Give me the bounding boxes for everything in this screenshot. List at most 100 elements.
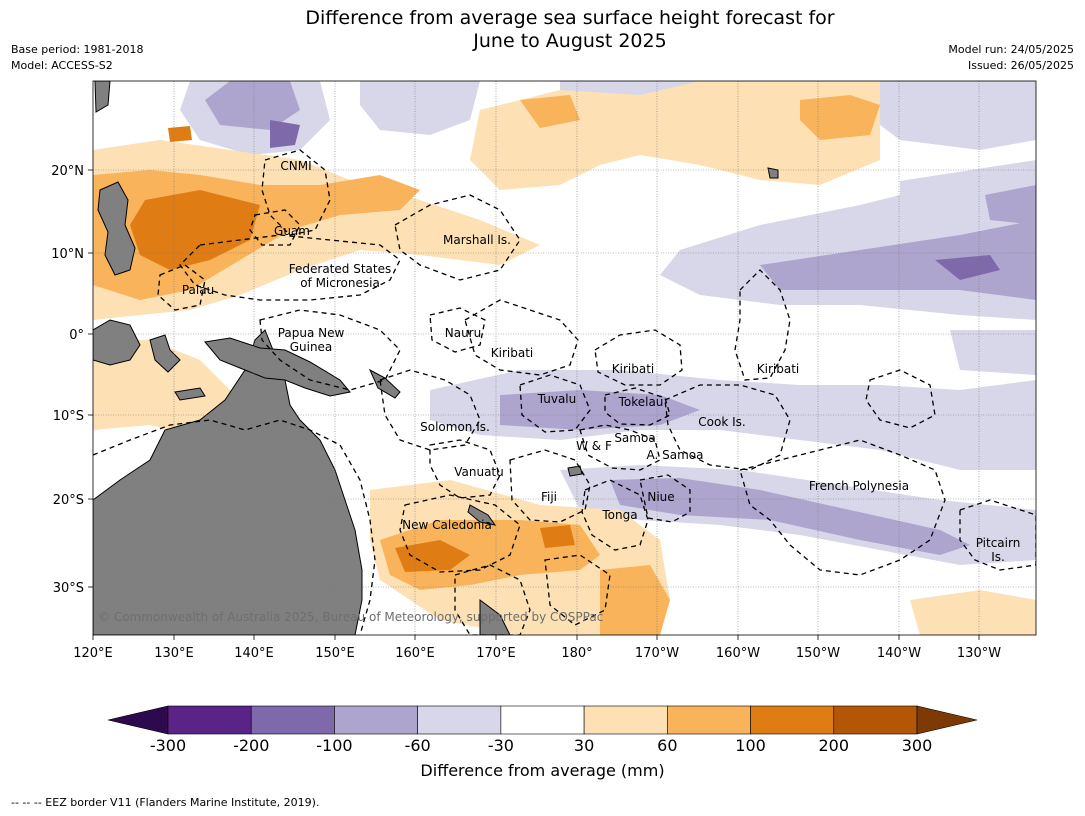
region-label-tuvalu: Tuvalu xyxy=(537,392,577,406)
purple-mid-east-band xyxy=(760,220,1036,300)
lat-tick-label: 10°N xyxy=(51,247,84,262)
eez-french-polynesia-east xyxy=(865,369,936,429)
colorbar-ticks: -300 -200 -100 -60 -30 30 60 100 200 300 xyxy=(150,736,932,755)
metadata-left: Base period: 1981-2018 Model: ACCESS-S2 xyxy=(11,42,143,74)
region-label-guam: Guam xyxy=(274,224,310,238)
land-masses xyxy=(93,81,779,635)
colorbar-bin xyxy=(250,705,335,735)
chart-title-line2: June to August 2025 xyxy=(473,30,667,52)
eez-footnote: -- -- -- EEZ border V11 (Flanders Marine… xyxy=(11,796,320,809)
anomaly-fields-positive-strong xyxy=(130,126,575,572)
region-labels: CNMI Guam Marshall Is. Federated States of M… xyxy=(182,159,1020,564)
lon-tick-label: 130°W xyxy=(957,646,1001,661)
orange-light-west-coast xyxy=(93,340,240,435)
purple-mid-east-right xyxy=(985,185,1036,225)
region-label-nauru: Nauru xyxy=(445,326,481,340)
fiji-land xyxy=(567,465,583,477)
eez-solomon xyxy=(379,369,481,451)
issued-text: Issued: 26/05/2025 xyxy=(967,59,1074,72)
anomaly-fields-negative-mid xyxy=(205,81,1036,555)
purple-mid-north xyxy=(205,81,300,130)
lon-tick-label: 170°W xyxy=(635,646,679,661)
orange-strong-south-2 xyxy=(540,525,575,548)
region-label-vanuatu: Vanuatu xyxy=(454,465,504,479)
region-label-png: Papua New Guinea xyxy=(278,326,345,354)
lon-tick-label: 150°W xyxy=(796,646,840,661)
colorbar-tick-label: 30 xyxy=(574,736,594,755)
colorbar-tick-label: -60 xyxy=(405,736,431,755)
purple-patch-east-top xyxy=(860,81,1036,150)
region-label-marshall-islands: Marshall Is. xyxy=(443,233,511,247)
region-label-niue: Niue xyxy=(647,490,674,504)
lon-tick-label: 120°E xyxy=(73,646,113,661)
lon-tick-label: 180° xyxy=(561,646,592,661)
lon-tick-label: 130°E xyxy=(154,646,194,661)
lon-tick-label: 140°W xyxy=(877,646,921,661)
eez-vanuatu xyxy=(429,439,501,499)
longitude-axis: 120°E 130°E 140°E 150°E 160°E 170°E 180° 170°W 1… xyxy=(73,635,1001,661)
region-label-fiji: Fiji xyxy=(541,490,557,504)
eez-borders xyxy=(93,149,1036,635)
purple-mid-equatorial xyxy=(500,390,700,430)
eez-new-caledonia xyxy=(399,494,521,573)
map-frame xyxy=(92,80,1037,636)
region-label-fsm: Federated States of Micronesia xyxy=(289,262,391,290)
colorbar-bin xyxy=(500,705,585,735)
graticule xyxy=(93,81,1036,635)
eez-cook xyxy=(664,384,791,471)
eez-png xyxy=(259,309,401,391)
colorbar-bin xyxy=(750,705,835,735)
model-text: Model: ACCESS-S2 xyxy=(11,59,113,72)
eez-nauru xyxy=(429,307,486,353)
region-label-french-polynesia: French Polynesia xyxy=(809,479,909,493)
chart-title-line1: Difference from average sea surface heig… xyxy=(305,7,835,29)
colorbar-label: Difference from average (mm) xyxy=(420,761,665,780)
colorbar-tick-label: 60 xyxy=(657,736,677,755)
map-panel: © Commonwealth of Australia 2025, Bureau… xyxy=(93,81,1036,635)
solomon-islands-land xyxy=(368,368,401,399)
lat-tick-label: 0° xyxy=(69,328,84,343)
region-label-palau: Palau xyxy=(182,283,214,297)
eez-tokelau xyxy=(604,387,671,426)
orange-mid-north-spot xyxy=(520,95,580,128)
eez-cnmi xyxy=(261,149,331,236)
region-label-american-samoa: A. Samoa xyxy=(647,448,704,462)
colorbar-tick-label: 200 xyxy=(819,736,850,755)
region-label-kiribati-central: Kiribati xyxy=(612,362,654,376)
australia-land xyxy=(93,329,363,635)
eez-australia xyxy=(93,419,376,635)
orange-strong-south xyxy=(395,540,470,572)
colorbar-bin xyxy=(833,705,918,735)
philippines-land xyxy=(97,181,136,276)
orange-mid-south-bottom xyxy=(600,565,670,635)
new-zealand-north xyxy=(479,599,511,635)
purple-strong-north xyxy=(270,120,300,148)
sulawesi-land xyxy=(149,334,181,373)
hawaii-land xyxy=(767,167,779,179)
lat-tick-label: 10°S xyxy=(53,409,84,424)
eez-kiribati-west xyxy=(464,299,579,376)
colorbar-tick-label: -100 xyxy=(316,736,352,755)
eez-fiji xyxy=(509,449,591,523)
eez-fsm xyxy=(179,234,401,301)
colorbar-bin xyxy=(417,705,502,735)
taiwan-land xyxy=(94,81,111,113)
new-guinea-land xyxy=(204,337,351,397)
colorbar-min-extension xyxy=(107,705,169,735)
region-label-pitcairn: Pitcairn Is. xyxy=(976,536,1021,564)
region-label-tonga: Tonga xyxy=(601,508,637,522)
colorbar-bins xyxy=(107,705,978,735)
forecast-map: © Commonwealth of Australia 2025, Bureau… xyxy=(51,80,1037,661)
eez-kiribati-central xyxy=(594,329,683,386)
region-label-samoa: Samoa xyxy=(614,431,655,445)
latitude-axis: 20°N 10°N 0° 10°S 20°S 30°S xyxy=(51,164,93,596)
metadata-right: Model run: 24/05/2025 Issued: 26/05/2025 xyxy=(948,42,1074,74)
colorbar-bin xyxy=(667,705,751,735)
purple-strong-east xyxy=(935,255,1000,280)
new-caledonia-land xyxy=(467,504,497,526)
lat-tick-label: 20°S xyxy=(53,493,84,508)
chart-title: Difference from average sea surface heig… xyxy=(0,7,1085,53)
colorbar-bin xyxy=(583,705,668,735)
lon-tick-label: 160°E xyxy=(395,646,435,661)
colorbar-tick-label: -200 xyxy=(233,736,269,755)
